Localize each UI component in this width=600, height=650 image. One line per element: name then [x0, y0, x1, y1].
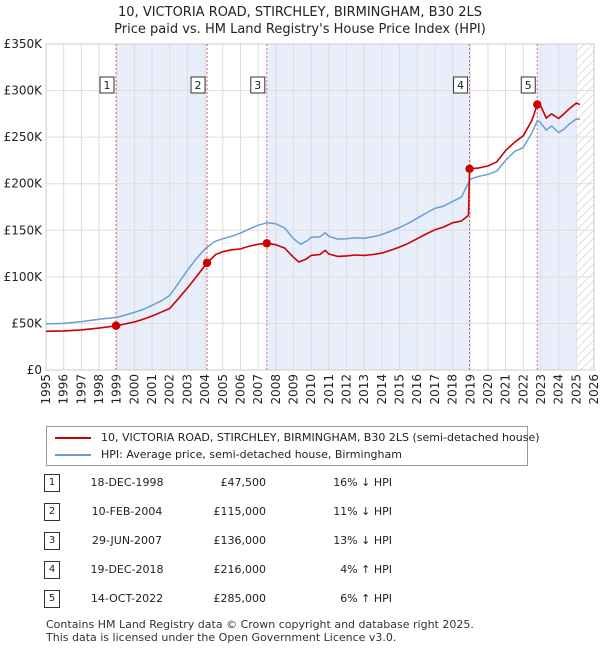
chart-title: 10, VICTORIA ROAD, STIRCHLEY, BIRMINGHAM…: [0, 4, 600, 38]
x-tick-label: 2019: [463, 374, 477, 405]
transaction-hpi-diff: 11% ↓ HPI: [333, 505, 392, 518]
x-tick-label: 2017: [428, 374, 442, 405]
legend-hpi-label: HPI: Average price, semi-detached house,…: [101, 448, 402, 461]
y-tick-label: £200K: [4, 177, 44, 191]
ownership-period-3: [266, 44, 470, 370]
transaction-price: £115,000: [213, 505, 267, 518]
title-line-2: Price paid vs. HM Land Registry's House …: [114, 22, 486, 37]
y-tick-label: £250K: [4, 130, 44, 144]
transaction-row: 5 14-OCT-2022 £285,000 6% ↑ HPI: [42, 590, 462, 608]
transaction-row: 1 18-DEC-1998 £47,500 16% ↓ HPI: [42, 474, 462, 492]
transaction-price: £216,000: [213, 563, 267, 576]
x-tick-label: 2000: [127, 374, 141, 405]
sale-marker-box-3: [250, 76, 266, 94]
transaction-number: 1: [44, 474, 60, 492]
sale-point-2: [202, 258, 212, 268]
sale-marker-box-5: [520, 76, 536, 94]
transaction-hpi-diff: 13% ↓ HPI: [333, 534, 392, 547]
x-tick-label: 2006: [233, 374, 247, 405]
sale-marker-label-1: 1: [104, 79, 111, 92]
x-tick-label: 2011: [322, 374, 336, 405]
x-tick-label: 1999: [110, 374, 124, 405]
sale-marker-box-2: [190, 76, 206, 94]
x-tick-label: 2020: [481, 374, 495, 405]
footer-licence: This data is licensed under the Open Gov…: [46, 631, 397, 644]
property-series-line: [45, 102, 581, 333]
x-tick-label: 2022: [516, 374, 530, 405]
legend: 10, VICTORIA ROAD, STIRCHLEY, BIRMINGHAM…: [46, 426, 540, 466]
x-tick-label: 2012: [340, 374, 354, 405]
x-tick-label: 2015: [393, 374, 407, 405]
x-tick-label: 2002: [163, 374, 177, 405]
sale-point-3: [262, 239, 271, 248]
x-tick-label: 1996: [57, 374, 71, 405]
sale-marker-label-5: 5: [525, 79, 532, 92]
x-tick-label: 2018: [446, 374, 460, 405]
legend-property-label: 10, VICTORIA ROAD, STIRCHLEY, BIRMINGHAM…: [101, 431, 540, 444]
plot-border: [45, 43, 595, 371]
y-tick-label: £0: [27, 363, 42, 377]
y-tick-label: £100K: [4, 270, 44, 284]
sale-marker-box-4: [453, 76, 469, 94]
x-tick-label: 2013: [357, 374, 371, 405]
x-tick-label: 2025: [569, 374, 583, 405]
transaction-price: £47,500: [220, 476, 267, 489]
x-tick-label: 2005: [216, 374, 230, 405]
footer-copyright: Contains HM Land Registry data © Crown c…: [46, 618, 474, 631]
sale-point-1: [111, 321, 121, 330]
transaction-date: 14-OCT-2022: [90, 592, 164, 605]
sale-marker-label-4: 4: [457, 79, 464, 92]
transaction-number: 3: [44, 532, 60, 550]
y-tick-label: £350K: [4, 37, 44, 51]
transaction-hpi-diff: 16% ↓ HPI: [333, 476, 392, 489]
x-tick-label: 2008: [269, 374, 283, 405]
y-tick-label: £50K: [11, 316, 43, 330]
title-line-1: 10, VICTORIA ROAD, STIRCHLEY, BIRMINGHAM…: [118, 5, 482, 20]
ownership-period-5: [537, 44, 577, 370]
transaction-date: 18-DEC-1998: [90, 476, 164, 489]
x-tick-label: 2026: [587, 374, 600, 405]
transaction-number: 5: [44, 590, 60, 608]
transaction-row: 2 10-FEB-2004 £115,000 11% ↓ HPI: [42, 503, 462, 521]
y-tick-label: £150K: [4, 223, 44, 237]
x-tick-label: 2024: [552, 374, 566, 405]
transaction-hpi-diff: 6% ↑ HPI: [340, 592, 392, 605]
x-tick-label: 2004: [198, 374, 212, 405]
sale-point-5: [533, 100, 542, 109]
x-tick-label: 2009: [286, 374, 300, 405]
sale-marker-label-3: 3: [254, 79, 261, 92]
transaction-number: 2: [44, 503, 60, 521]
x-tick-label: 2023: [534, 374, 548, 405]
x-tick-label: 1995: [39, 374, 53, 405]
x-tick-label: 2014: [375, 374, 389, 405]
transaction-date: 19-DEC-2018: [90, 563, 164, 576]
transaction-row: 3 29-JUN-2007 £136,000 13% ↓ HPI: [42, 532, 462, 550]
x-tick-label: 2021: [499, 374, 513, 405]
y-tick-label: £300K: [4, 84, 44, 98]
sale-marker-box-1: [99, 76, 115, 94]
hpi-series-line: [45, 118, 580, 325]
transaction-row: 4 19-DEC-2018 £216,000 4% ↑ HPI: [42, 561, 462, 579]
x-tick-label: 2007: [251, 374, 265, 405]
x-tick-label: 2001: [145, 374, 159, 405]
x-tick-label: 2010: [304, 374, 318, 405]
ownership-period-1: [116, 44, 208, 370]
transaction-hpi-diff: 4% ↑ HPI: [340, 563, 392, 576]
legend-property-swatch: [55, 437, 91, 439]
transaction-price: £136,000: [213, 534, 267, 547]
x-tick-label: 1998: [92, 374, 106, 405]
x-tick-label: 2003: [180, 374, 194, 405]
forecast-region: [576, 44, 594, 370]
transaction-date: 10-FEB-2004: [91, 505, 163, 518]
transaction-price: £285,000: [213, 592, 267, 605]
legend-hpi-swatch: [55, 454, 91, 456]
x-tick-label: 1997: [74, 374, 88, 405]
sale-marker-label-2: 2: [195, 79, 202, 92]
transaction-number: 4: [44, 561, 60, 579]
footer: Contains HM Land Registry data © Crown c…: [46, 618, 474, 644]
sale-point-4: [465, 164, 474, 174]
x-tick-label: 2016: [410, 374, 424, 405]
price-chart: 1 2 3 4 5 £0 £50K £100K £150K £200K £250K £300K £35…: [4, 37, 600, 405]
transaction-date: 29-JUN-2007: [91, 534, 163, 547]
